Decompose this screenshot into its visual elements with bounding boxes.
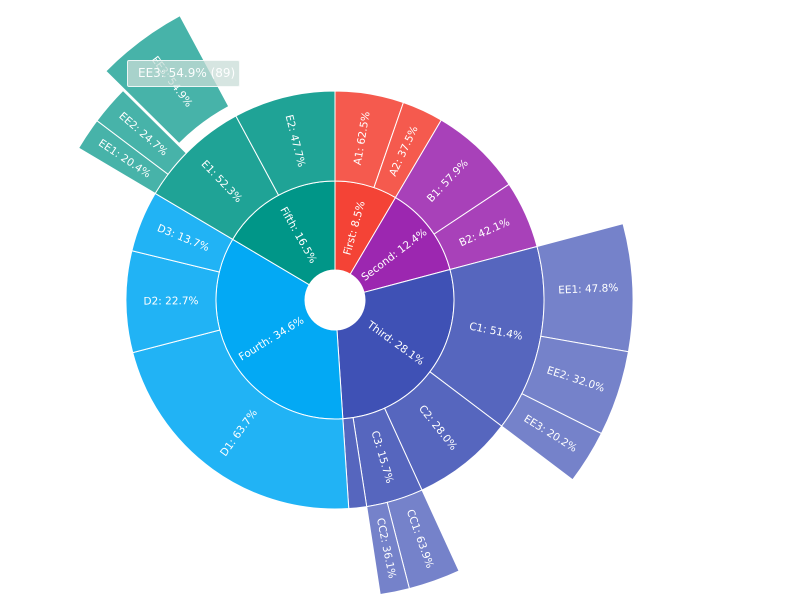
- segment-third-c1-ee1-label: EE1: 47.8%: [558, 282, 619, 297]
- sunburst-segments: [77, 15, 634, 596]
- segment-fifth-e1-ee2[interactable]: [96, 89, 188, 175]
- segment-fifth-e2[interactable]: [235, 90, 336, 196]
- segment-fourth-d1[interactable]: [132, 329, 350, 510]
- segment-fourth-d2-label: D2: 22.7%: [143, 295, 198, 307]
